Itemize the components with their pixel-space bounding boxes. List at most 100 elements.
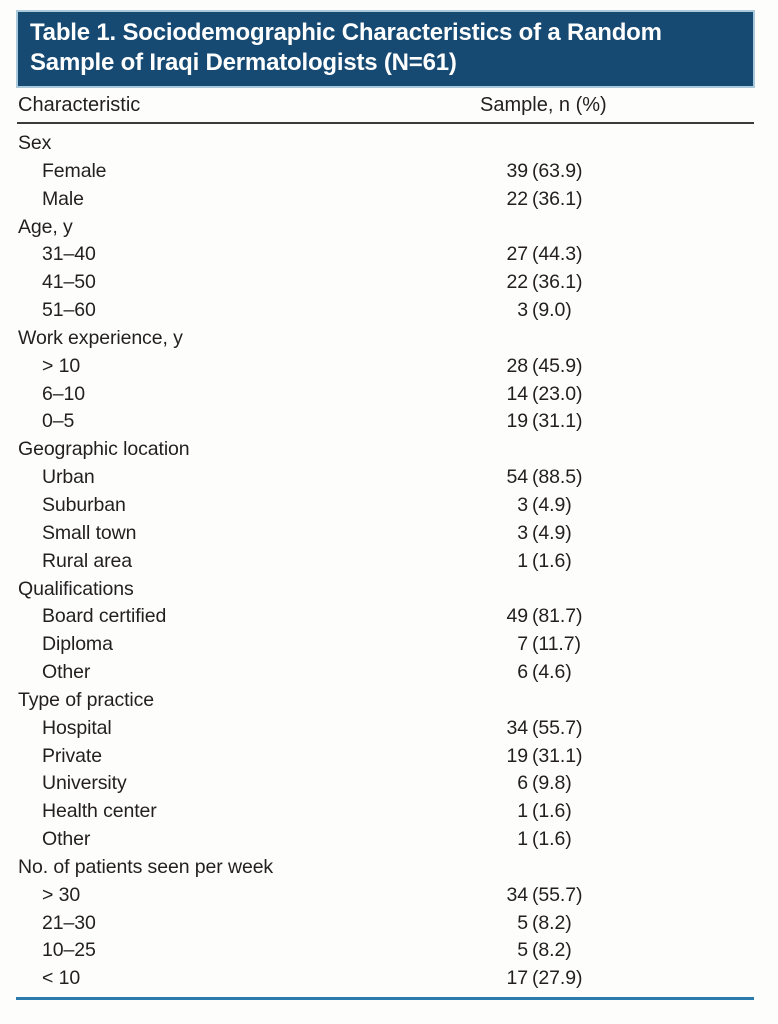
value-percent: (63.9) — [532, 159, 583, 182]
row-value: 17 (27.9) — [488, 965, 583, 993]
row-label: Diploma — [42, 633, 113, 656]
value-count: 14 — [506, 382, 529, 405]
row-label: 10–25 — [42, 939, 96, 962]
value-count: 34 — [506, 883, 529, 906]
row-label: Board certified — [42, 605, 167, 628]
row-label: Male — [42, 187, 84, 210]
value-percent: (45.9) — [532, 354, 583, 377]
sample-column-header: Sample, n (%) — [480, 94, 607, 116]
value-count: 3 — [517, 521, 528, 544]
table-row: > 10 28 (45.9) — [17, 353, 754, 381]
row-label: Age, y — [18, 215, 73, 238]
value-count: 3 — [517, 299, 528, 322]
table-row: > 30 34 (55.7) — [17, 882, 754, 910]
row-value: 5 (8.2) — [488, 910, 571, 938]
row-label: Other — [42, 661, 91, 684]
row-value: 1 (1.6) — [488, 798, 572, 826]
value-count: 5 — [517, 939, 528, 962]
row-value: 39 (63.9) — [488, 158, 583, 186]
value-percent: (81.7) — [532, 605, 583, 628]
table-row: University 6 (9.8) — [17, 770, 754, 798]
section-row: Sex — [17, 130, 754, 158]
row-label: Suburban — [42, 493, 126, 516]
value-percent: (9.8) — [532, 772, 572, 795]
row-label: No. of patients seen per week — [18, 855, 274, 878]
value-count: 49 — [506, 605, 529, 628]
value-count: 1 — [517, 549, 528, 572]
value-percent: (1.6) — [532, 828, 572, 851]
table-title-band: Table 1. Sociodemographic Characteristic… — [16, 10, 755, 88]
row-label: Geographic location — [18, 438, 190, 461]
value-percent: (4.6) — [532, 661, 572, 684]
table-row: Private 19 (31.1) — [17, 743, 754, 771]
value-percent: (9.0) — [532, 299, 572, 322]
table-row: 51–60 3 (9.0) — [17, 297, 754, 325]
row-label: Urban — [42, 466, 95, 489]
value-percent: (4.9) — [532, 493, 572, 516]
table-row: 21–30 5 (8.2) — [17, 910, 754, 938]
row-value: 19 (31.1) — [488, 743, 583, 771]
value-percent: (11.7) — [532, 633, 581, 656]
row-label: Work experience, y — [18, 326, 183, 349]
value-percent: (1.6) — [532, 549, 572, 572]
section-row: Geographic location — [17, 436, 754, 464]
row-value: 3 (4.9) — [488, 520, 571, 548]
value-count: 3 — [517, 493, 528, 516]
value-count: 19 — [506, 744, 529, 767]
row-value: 34 (55.7) — [488, 715, 583, 743]
value-percent: (1.6) — [532, 800, 572, 823]
section-row: Type of practice — [17, 687, 754, 715]
value-count: 28 — [506, 354, 529, 377]
row-label: 31–40 — [42, 243, 96, 266]
value-percent: (23.0) — [532, 382, 583, 405]
row-value: 1 (1.6) — [488, 548, 572, 576]
row-label: 41–50 — [42, 271, 96, 294]
section-row: Qualifications — [17, 576, 754, 604]
row-label: 51–60 — [42, 299, 96, 322]
table-bottom-rule — [16, 997, 754, 1000]
value-count: 54 — [506, 466, 529, 489]
value-percent: (31.1) — [532, 410, 583, 433]
row-value: 14 (23.0) — [488, 381, 583, 409]
table-row: 10–25 5 (8.2) — [17, 937, 754, 965]
row-value: 27 (44.3) — [488, 241, 583, 269]
row-value: 3 (4.9) — [488, 492, 572, 520]
table-row: 0–5 19 (31.1) — [17, 408, 754, 436]
row-label: Rural area — [42, 549, 133, 572]
row-label: Hospital — [42, 716, 112, 739]
row-label: Private — [42, 744, 102, 767]
row-label: 21–30 — [42, 911, 96, 934]
row-label: Other — [42, 828, 91, 851]
row-label: > 10 — [42, 354, 81, 377]
row-value: 22 (36.1) — [488, 186, 583, 214]
value-count: 7 — [517, 633, 528, 656]
table-row: 41–50 22 (36.1) — [17, 269, 754, 297]
table-row: Male 22 (36.1) — [17, 186, 754, 214]
table-row: Other 1 (1.6) — [17, 826, 754, 854]
row-value: 7 (11.7) — [488, 631, 581, 659]
value-count: 34 — [506, 716, 529, 739]
table1-container: Table 1. Sociodemographic Characteristic… — [16, 0, 755, 1024]
section-row: No. of patients seen per week — [17, 854, 754, 882]
row-label: Type of practice — [18, 688, 155, 711]
table-row: Other 6 (4.6) — [17, 659, 754, 687]
row-value: 34 (55.7) — [488, 882, 583, 910]
table-title-line1: Table 1. Sociodemographic Characteristic… — [30, 19, 662, 46]
value-count: 6 — [517, 772, 528, 795]
row-label: University — [42, 772, 127, 795]
value-count: 22 — [506, 187, 529, 210]
row-label: < 10 — [42, 967, 81, 990]
section-row: Work experience, y — [17, 325, 754, 353]
table-row: Female 39 (63.9) — [17, 158, 754, 186]
characteristic-column-header: Characteristic — [18, 94, 141, 116]
table-row: < 10 17 (27.9) — [17, 965, 754, 993]
value-count: 6 — [517, 661, 528, 684]
value-percent: (36.1) — [532, 271, 583, 294]
row-value: 6 (4.6) — [488, 659, 572, 687]
table-row: Urban 54 (88.5) — [17, 464, 754, 492]
row-value: 19 (31.1) — [488, 408, 583, 436]
row-value: 49 (81.7) — [488, 603, 583, 631]
column-header-row: Characteristic Sample, n (%) — [17, 88, 754, 124]
table-row: Board certified 49 (81.7) — [17, 603, 754, 631]
